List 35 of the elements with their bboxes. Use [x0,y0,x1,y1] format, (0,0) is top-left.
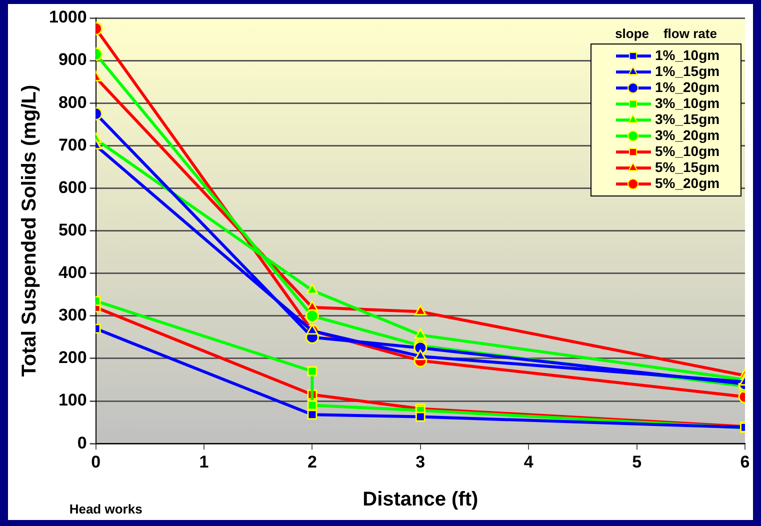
y-tick-label: 300 [58,306,87,325]
y-tick-label: 200 [58,348,87,368]
y-axis-title: Total Suspended Solids (mg/L) [18,84,41,377]
x-tick-label: 0 [91,452,101,472]
x-tick-label: 1 [199,452,209,472]
y-tick-label: 1000 [48,8,87,27]
legend-label: 1%_10gm [655,46,720,63]
text: Head works [69,502,142,517]
x-tick-label: 3 [416,452,426,472]
legend-label: 5%_15gm [655,158,720,175]
point [414,328,426,339]
point [306,284,318,294]
legend-label: 1%_15gm [655,62,720,79]
y-tick-label: 900 [58,50,87,70]
x-axis-title: Distance (ft) [362,488,478,511]
y-tick-label: 100 [58,390,87,410]
y-tick-label: 400 [58,263,87,282]
point [307,366,318,376]
legend-label: 5%_20gm [655,174,720,191]
x-tick-label: 4 [524,452,534,472]
y-tick-label: 600 [58,178,87,197]
legend-label: 3%_20gm [655,126,720,143]
legend-label: 3%_15gm [655,110,720,127]
x-tick-label: 5 [632,452,642,472]
point [307,400,318,410]
legend-label: 5%_10gm [655,142,720,159]
y-tick-label: 700 [58,135,87,154]
legend-label: 3%_10gm [655,94,720,111]
y-tick-label: 0 [77,433,87,452]
x-tick-label: 6 [740,452,750,472]
y-tick-label: 500 [58,220,87,240]
y-tick-label: 800 [58,92,87,112]
legend-title: slope flow rate [615,26,717,42]
legend-label: 1%_20gm [655,78,720,95]
x-tick-label: 2 [307,452,317,472]
